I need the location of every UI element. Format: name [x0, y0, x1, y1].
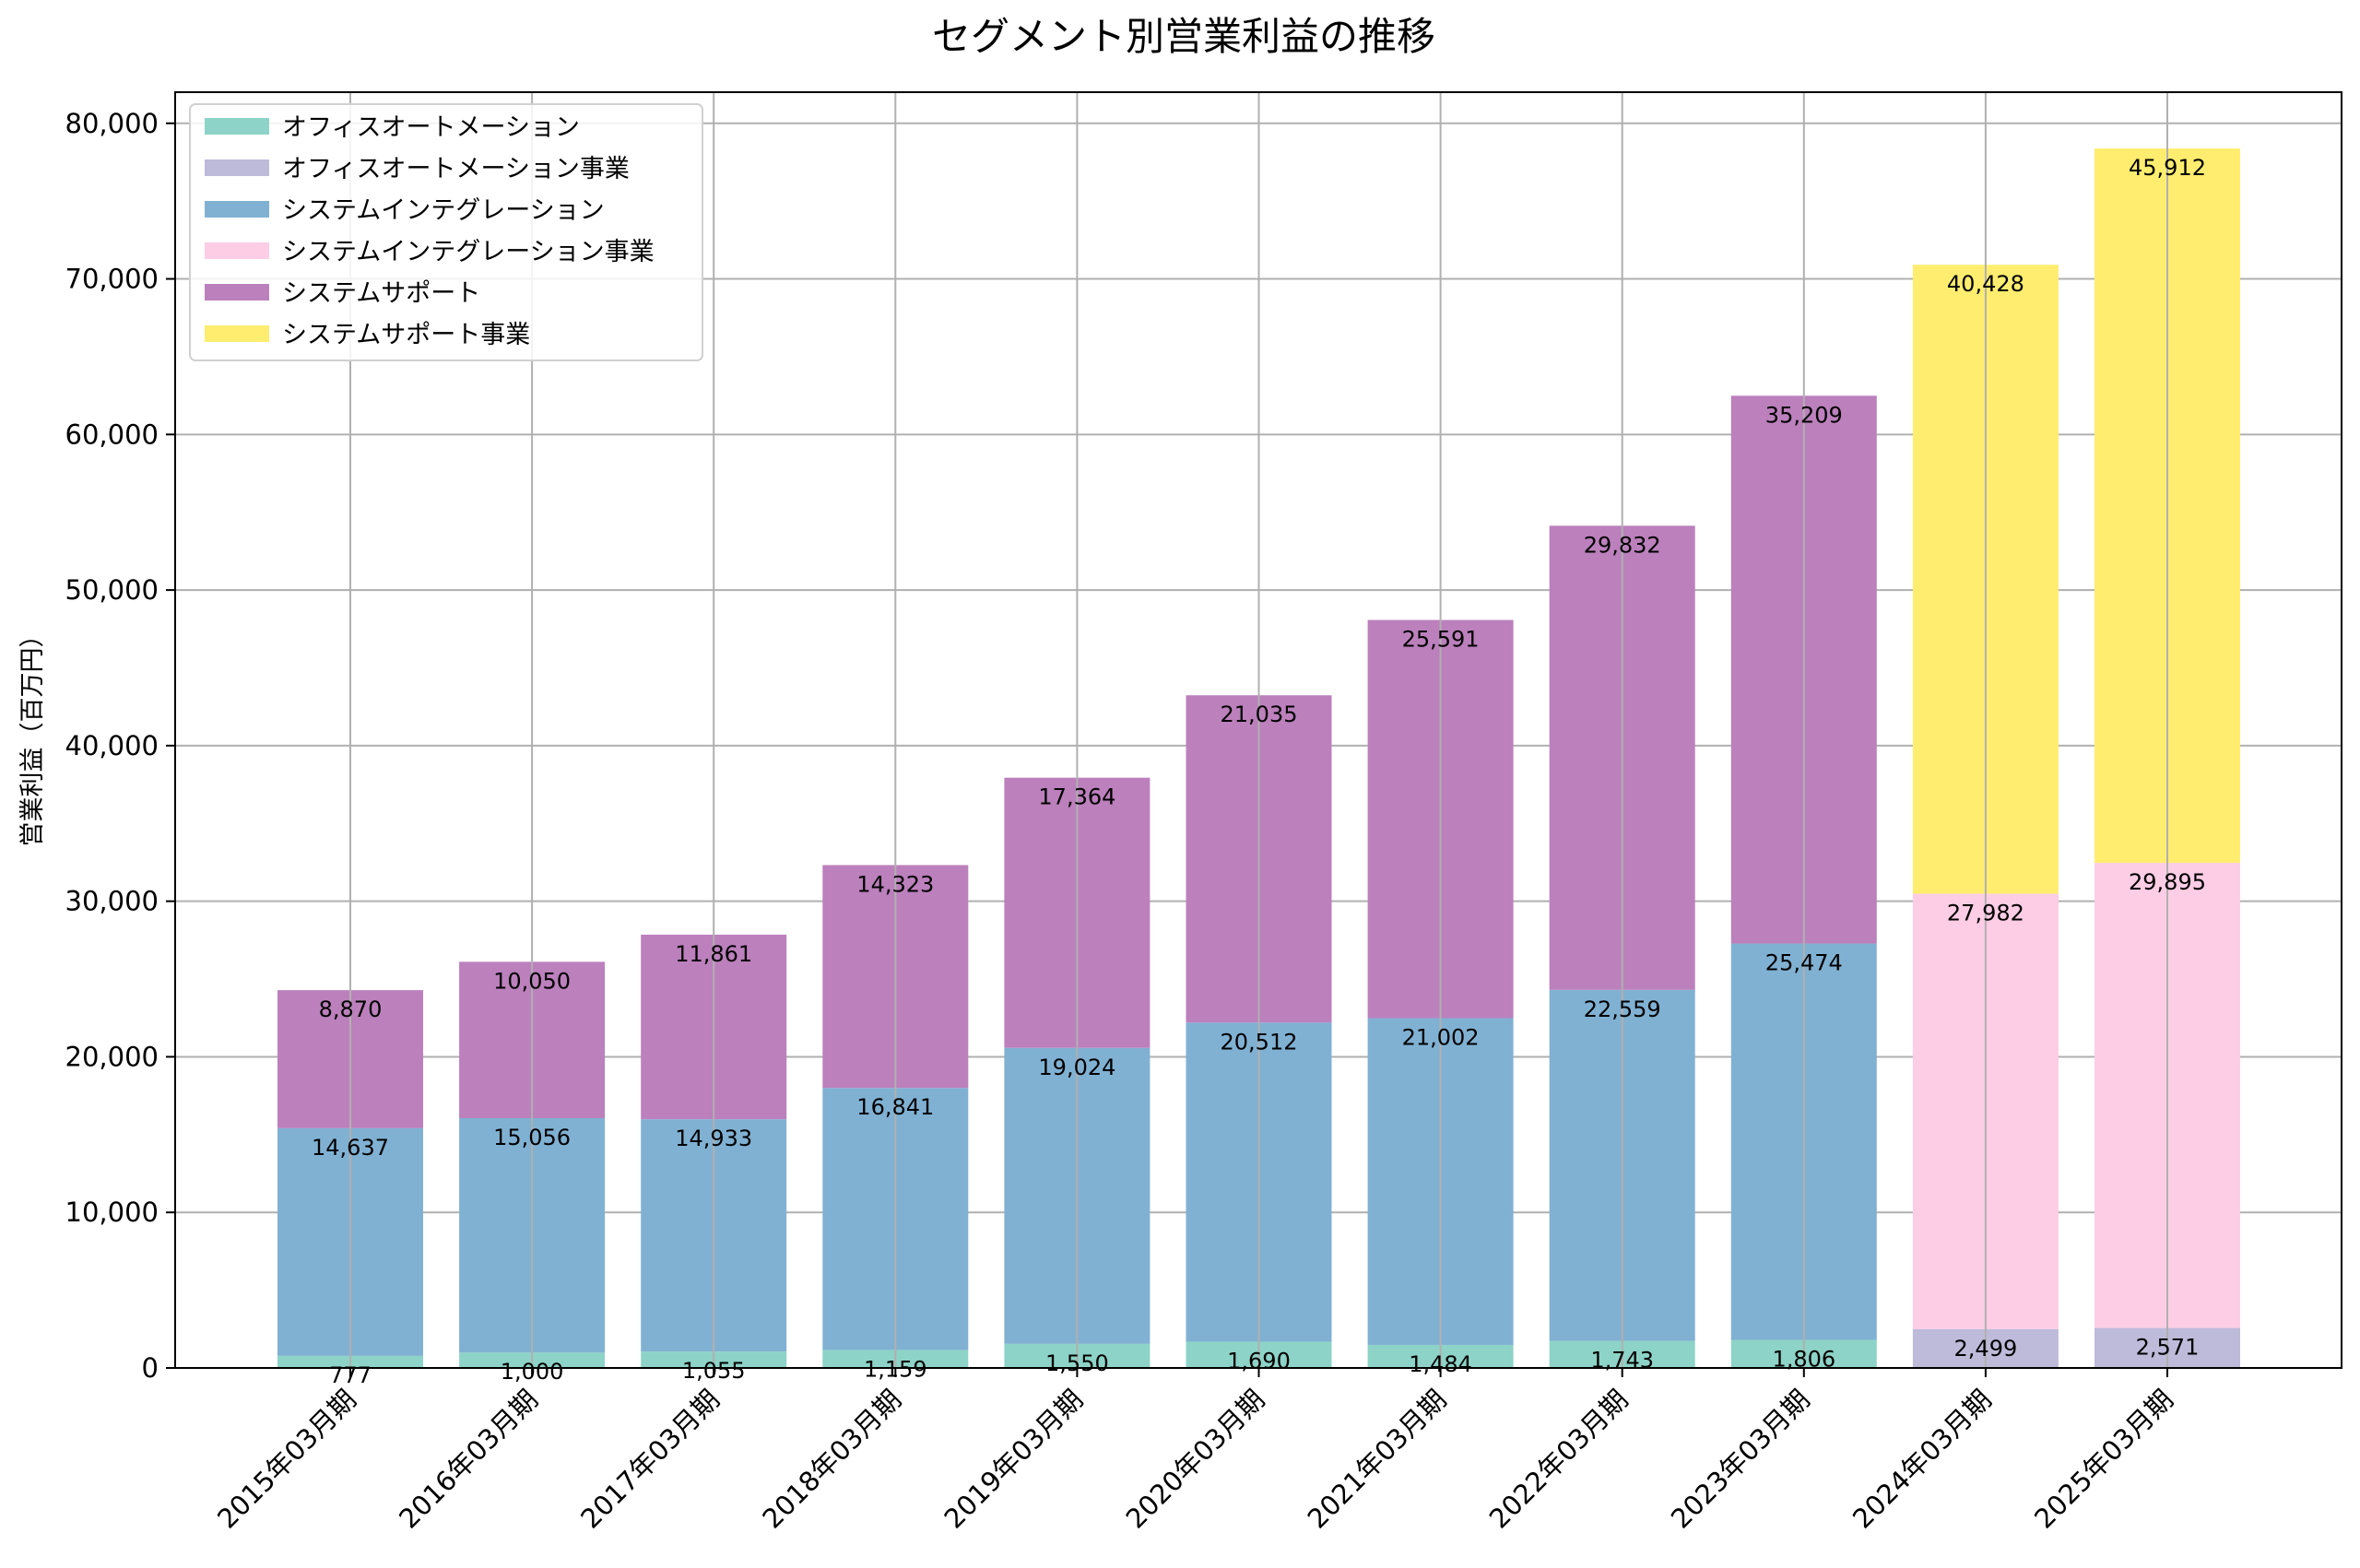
data-label: 35,209 — [1765, 402, 1843, 428]
legend-swatch — [205, 242, 269, 259]
x-tick-label: 2019年03月期 — [938, 1384, 1089, 1535]
data-label: 15,056 — [493, 1125, 571, 1150]
legend-swatch — [205, 201, 269, 218]
x-tick-label: 2022年03月期 — [1483, 1384, 1634, 1535]
y-axis-label: 営業利益（百万円） — [18, 623, 47, 847]
data-label: 40,428 — [1947, 271, 2024, 297]
data-label: 19,024 — [1038, 1055, 1115, 1080]
data-label: 8,870 — [319, 996, 383, 1022]
data-label: 29,832 — [1584, 532, 1661, 558]
data-label: 29,895 — [2129, 869, 2206, 895]
legend-swatch — [205, 284, 269, 301]
data-label: 14,637 — [312, 1135, 389, 1161]
data-label: 21,035 — [1221, 701, 1298, 727]
data-label: 25,474 — [1765, 950, 1843, 976]
legend-label: オフィスオートメーション — [282, 113, 580, 142]
y-tick-label: 30,000 — [65, 886, 159, 917]
data-label: 21,002 — [1402, 1024, 1480, 1050]
x-tick-label: 2023年03月期 — [1665, 1384, 1816, 1535]
legend-swatch — [205, 118, 269, 135]
data-label: 2,571 — [2136, 1335, 2200, 1361]
legend: オフィスオートメーションオフィスオートメーション事業システムインテグレーションシ… — [189, 103, 703, 361]
data-label: 22,559 — [1584, 996, 1661, 1022]
legend-label: システムサポート — [282, 279, 480, 308]
data-label: 20,512 — [1221, 1029, 1298, 1055]
y-tick-label: 50,000 — [65, 574, 159, 606]
x-tick-label: 2020年03月期 — [1120, 1384, 1271, 1535]
legend-box — [189, 103, 703, 361]
x-tick-label: 2015年03月期 — [211, 1384, 362, 1535]
y-tick-label: 70,000 — [65, 264, 159, 295]
data-label: 11,861 — [675, 941, 752, 967]
x-tick-label: 2024年03月期 — [1847, 1384, 1998, 1535]
data-label: 14,933 — [675, 1126, 752, 1151]
data-label: 16,841 — [856, 1094, 934, 1120]
data-label: 45,912 — [2129, 155, 2206, 181]
legend-swatch — [205, 325, 269, 342]
data-label: 25,591 — [1402, 627, 1480, 653]
x-tick-label: 2018年03月期 — [756, 1384, 907, 1535]
y-tick-label: 40,000 — [65, 730, 159, 761]
y-tick-label: 0 — [142, 1352, 159, 1384]
chart-title: セグメント別営業利益の推移 — [932, 14, 1435, 59]
data-label: 2,499 — [1954, 1336, 2018, 1362]
legend-swatch — [205, 159, 269, 176]
y-tick-label: 10,000 — [65, 1197, 159, 1228]
data-label: 17,364 — [1038, 784, 1115, 810]
legend-label: システムサポート事業 — [282, 321, 530, 349]
legend-label: システムインテグレーション事業 — [282, 238, 655, 266]
x-tick-label: 2016年03月期 — [393, 1384, 544, 1535]
legend-label: システムインテグレーション — [282, 196, 605, 225]
data-label: 27,982 — [1947, 901, 2024, 926]
data-label: 10,050 — [493, 968, 571, 994]
x-tick-label: 2017年03月期 — [574, 1384, 726, 1535]
x-tick-label: 2025年03月期 — [2028, 1384, 2179, 1535]
data-label: 14,323 — [856, 871, 934, 897]
y-tick-label: 60,000 — [65, 419, 159, 450]
legend-label: オフィスオートメーション事業 — [282, 155, 630, 183]
x-tick-label: 2021年03月期 — [1302, 1384, 1453, 1535]
y-tick-label: 80,000 — [65, 108, 159, 139]
y-tick-label: 20,000 — [65, 1041, 159, 1072]
